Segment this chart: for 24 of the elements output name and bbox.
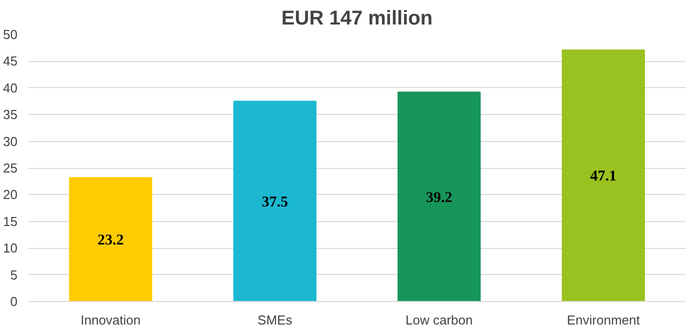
y-tick-label: 50 <box>3 27 18 42</box>
y-tick-label: 5 <box>10 267 18 282</box>
data-label: 37.5 <box>262 194 288 210</box>
y-tick-label: 15 <box>3 214 18 229</box>
y-tick-label: 0 <box>10 294 18 309</box>
y-tick-label: 35 <box>3 107 18 122</box>
y-tick-label: 40 <box>3 80 18 96</box>
y-tick-label: 25 <box>3 160 18 176</box>
y-tick-label: 45 <box>3 54 18 69</box>
y-tick-label: 20 <box>3 187 18 202</box>
bar <box>562 49 645 302</box>
y-tick-label: 30 <box>3 134 18 149</box>
x-tick-label: Low carbon <box>406 312 473 328</box>
data-label: 23.2 <box>98 232 124 249</box>
data-label: 47.1 <box>590 168 616 185</box>
data-label: 39.2 <box>426 190 452 206</box>
bar <box>233 100 316 302</box>
bar <box>69 177 152 302</box>
x-tick-label: Environment <box>566 312 640 328</box>
bar <box>398 92 481 302</box>
chart-title: EUR 147 million <box>281 8 433 30</box>
x-tick-label: SMEs <box>258 312 293 328</box>
x-tick-label: Innovation <box>80 312 141 328</box>
y-tick-label: 10 <box>3 240 18 256</box>
